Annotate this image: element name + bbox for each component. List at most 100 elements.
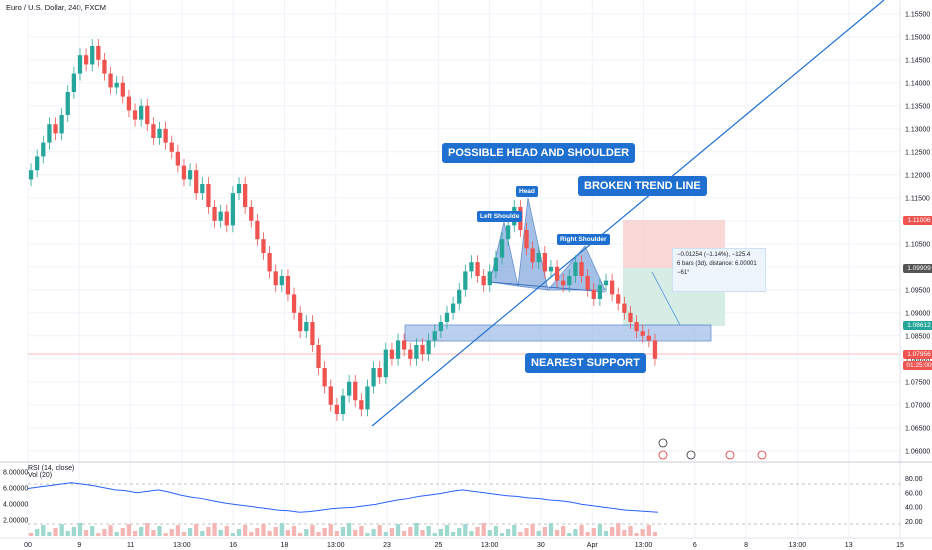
candle-body — [77, 55, 83, 74]
volume-bar — [65, 531, 70, 536]
label-head: Head — [516, 186, 538, 197]
candle-body — [359, 400, 364, 410]
x-tick-label: 13:00 — [481, 542, 499, 549]
x-tick-label: 11 — [127, 542, 134, 549]
volume-bar — [420, 530, 425, 536]
volume-bar — [353, 530, 358, 536]
candle-body — [597, 285, 603, 299]
candle-body — [230, 193, 236, 226]
candle-body — [640, 331, 645, 336]
candle-body — [493, 257, 499, 272]
volume-bar — [591, 528, 596, 536]
volume-bar — [77, 523, 83, 536]
candle-body — [169, 142, 174, 152]
candle-body — [200, 184, 205, 194]
callout-broken-trend: BROKEN TREND LINE — [578, 176, 707, 196]
tag-support: 1.08612 — [903, 321, 932, 330]
candle-body — [469, 262, 474, 272]
y-tick-label: 1.12000 — [905, 172, 930, 179]
measure-price: −0.01254 (−1.14%), −125.4 — [677, 252, 751, 258]
volume-bar — [157, 526, 162, 536]
volume-bar — [175, 525, 180, 536]
x-tick-label: 23 — [383, 542, 391, 549]
trend-line — [371, 0, 885, 427]
volume-bar — [53, 528, 58, 536]
volume-bar — [573, 529, 578, 536]
vol-tick-label: 6.00000 — [3, 486, 28, 493]
candle-body — [285, 276, 291, 295]
flag-icon — [686, 450, 696, 460]
volume-bar — [340, 527, 346, 536]
volume-bar — [371, 529, 376, 536]
volume-bar — [145, 523, 150, 536]
candle-body — [353, 381, 358, 401]
candle-body — [132, 110, 138, 120]
volume-bar — [139, 527, 144, 536]
candle-body — [579, 262, 584, 276]
volume-bar — [444, 525, 450, 536]
volume-bar — [169, 529, 174, 536]
event-icons — [658, 438, 767, 460]
candle-body — [548, 266, 554, 272]
volume-bar — [524, 528, 529, 536]
candle-body — [573, 262, 578, 276]
candle-body — [438, 322, 444, 332]
x-tick-label: 13:00 — [789, 542, 807, 549]
candle-body — [334, 404, 340, 414]
time-axis: 00 9 11 13:00 16 18 13:00 23 25 13:00 30 Apr 13:00 6 8… — [24, 542, 904, 549]
candle-body — [273, 271, 278, 286]
y-tick-label: 1.09500 — [905, 287, 930, 294]
volume-bar — [402, 531, 407, 536]
volume-bar — [518, 532, 523, 536]
candle-body — [279, 276, 284, 286]
volume-bar — [71, 527, 77, 536]
volume-bar — [298, 533, 303, 536]
candle-body — [28, 170, 34, 180]
y-tick-label: 1.15500 — [905, 11, 930, 18]
y-tick-label: 1.12500 — [905, 149, 930, 156]
volume-bar — [90, 526, 95, 536]
callout-head-and-shoulder: POSSIBLE HEAD AND SHOULDER — [442, 143, 636, 163]
volume-bar — [536, 531, 541, 536]
candle-body — [567, 276, 572, 286]
candle-body — [408, 349, 413, 359]
grid — [27, 0, 901, 538]
candle-body — [506, 225, 511, 240]
volume-bar — [493, 526, 499, 536]
volume-bar — [561, 526, 566, 536]
volume-bar — [187, 528, 193, 536]
y-tick-label: 1.08000 — [905, 356, 930, 363]
candle-body — [194, 170, 199, 194]
x-tick-label: 16 — [229, 542, 237, 549]
vol-tick-label: 4.00000 — [3, 502, 28, 509]
volume-bar — [108, 525, 113, 536]
x-tick-label: 18 — [281, 542, 289, 549]
x-tick-label: 25 — [434, 542, 442, 549]
volume-bar — [463, 524, 468, 536]
candle-body — [71, 73, 77, 92]
candle-body — [298, 312, 303, 332]
rsi-axis: 80.00 60.00 40.00 20.00 8.00000 6.00000 4.0000… — [3, 470, 923, 527]
candle-body — [340, 395, 346, 414]
candle-body — [249, 207, 254, 221]
volume-bar — [616, 523, 621, 536]
volume-bar — [163, 533, 168, 536]
volume-bar — [181, 532, 187, 536]
candle-body — [346, 381, 352, 396]
volume-bar — [622, 530, 627, 536]
y-tick-label: 1.06000 — [905, 448, 930, 455]
volume-bar — [414, 523, 419, 536]
volume-bar — [585, 532, 590, 536]
volume-bar — [609, 527, 615, 536]
volume-bar — [285, 530, 291, 536]
volume-bar — [634, 533, 639, 536]
candle-body — [108, 73, 113, 88]
volume-bar — [383, 532, 388, 536]
y-tick-label: 1.15000 — [905, 34, 930, 41]
x-tick-label: 30 — [537, 542, 545, 549]
label-left-shoulder: Left Shoulde — [477, 211, 523, 222]
candle-body — [365, 386, 370, 410]
candle-body — [218, 211, 223, 221]
measure-box: −0.01254 (−1.14%), −125.4 6 bars (3d), d… — [672, 248, 766, 292]
